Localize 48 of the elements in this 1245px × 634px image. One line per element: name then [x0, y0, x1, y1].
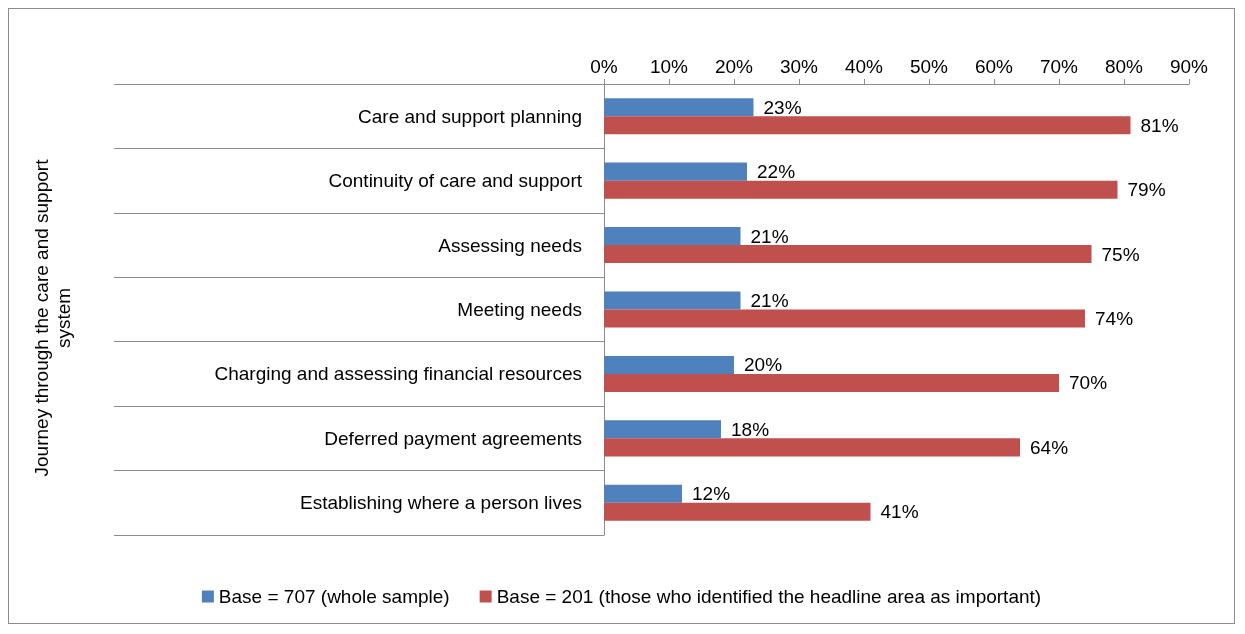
y-tick-label: Establishing where a person lives	[300, 492, 582, 514]
y-tick-label: Meeting needs	[457, 299, 582, 320]
data-label: 70%	[1069, 372, 1108, 394]
bar	[604, 373, 1059, 392]
x-tick-label: 0%	[590, 56, 618, 77]
data-label: 21%	[750, 225, 789, 247]
data-label: 64%	[1030, 436, 1069, 458]
x-tick-label: 40%	[844, 56, 884, 77]
legend-label: Base = 707 (whole sample)	[218, 586, 450, 607]
bar	[604, 484, 682, 503]
data-label: 74%	[1095, 308, 1134, 330]
bar	[604, 116, 1131, 135]
data-label: 81%	[1140, 114, 1179, 136]
data-label: 18%	[731, 418, 770, 440]
data-label: 22%	[757, 161, 796, 183]
x-tick-label: 70%	[1039, 56, 1079, 77]
data-label: 23%	[763, 96, 802, 118]
data-label: 75%	[1101, 243, 1140, 265]
data-label: 21%	[750, 289, 789, 311]
bar	[604, 355, 734, 374]
legend-label: Base = 201 (those who identified the headline area as important)	[496, 586, 1042, 607]
bar	[604, 420, 721, 439]
y-tick-label: Assessing needs	[438, 234, 582, 256]
bar	[604, 309, 1085, 328]
x-tick-label: 80%	[1104, 56, 1144, 77]
y-tick-label: Care and support planning	[358, 105, 582, 127]
x-tick-label: 50%	[909, 56, 949, 77]
text: Journey through the care and support system	[31, 158, 75, 479]
bar	[604, 291, 741, 310]
bar	[604, 438, 1020, 457]
data-label: 20%	[744, 354, 783, 376]
bar	[604, 502, 871, 521]
bar	[604, 245, 1092, 264]
bar	[604, 98, 754, 117]
x-tick-label: 60%	[974, 56, 1014, 77]
x-tick-label: 20%	[714, 56, 754, 77]
data-label: 41%	[880, 501, 919, 523]
x-tick-label: 10%	[649, 56, 689, 77]
x-tick-label: 90%	[1169, 56, 1209, 77]
x-tick-label: 30%	[779, 56, 819, 77]
bar	[604, 162, 747, 181]
data-label: 79%	[1127, 179, 1166, 201]
bar	[604, 227, 741, 246]
data-label: 12%	[692, 483, 731, 505]
y-tick-label: Continuity of care and support	[328, 170, 583, 192]
y-tick-label: Deferred payment agreements	[324, 427, 582, 449]
y-tick-label: Charging and assessing financial resources	[214, 363, 582, 385]
bar	[604, 180, 1118, 199]
